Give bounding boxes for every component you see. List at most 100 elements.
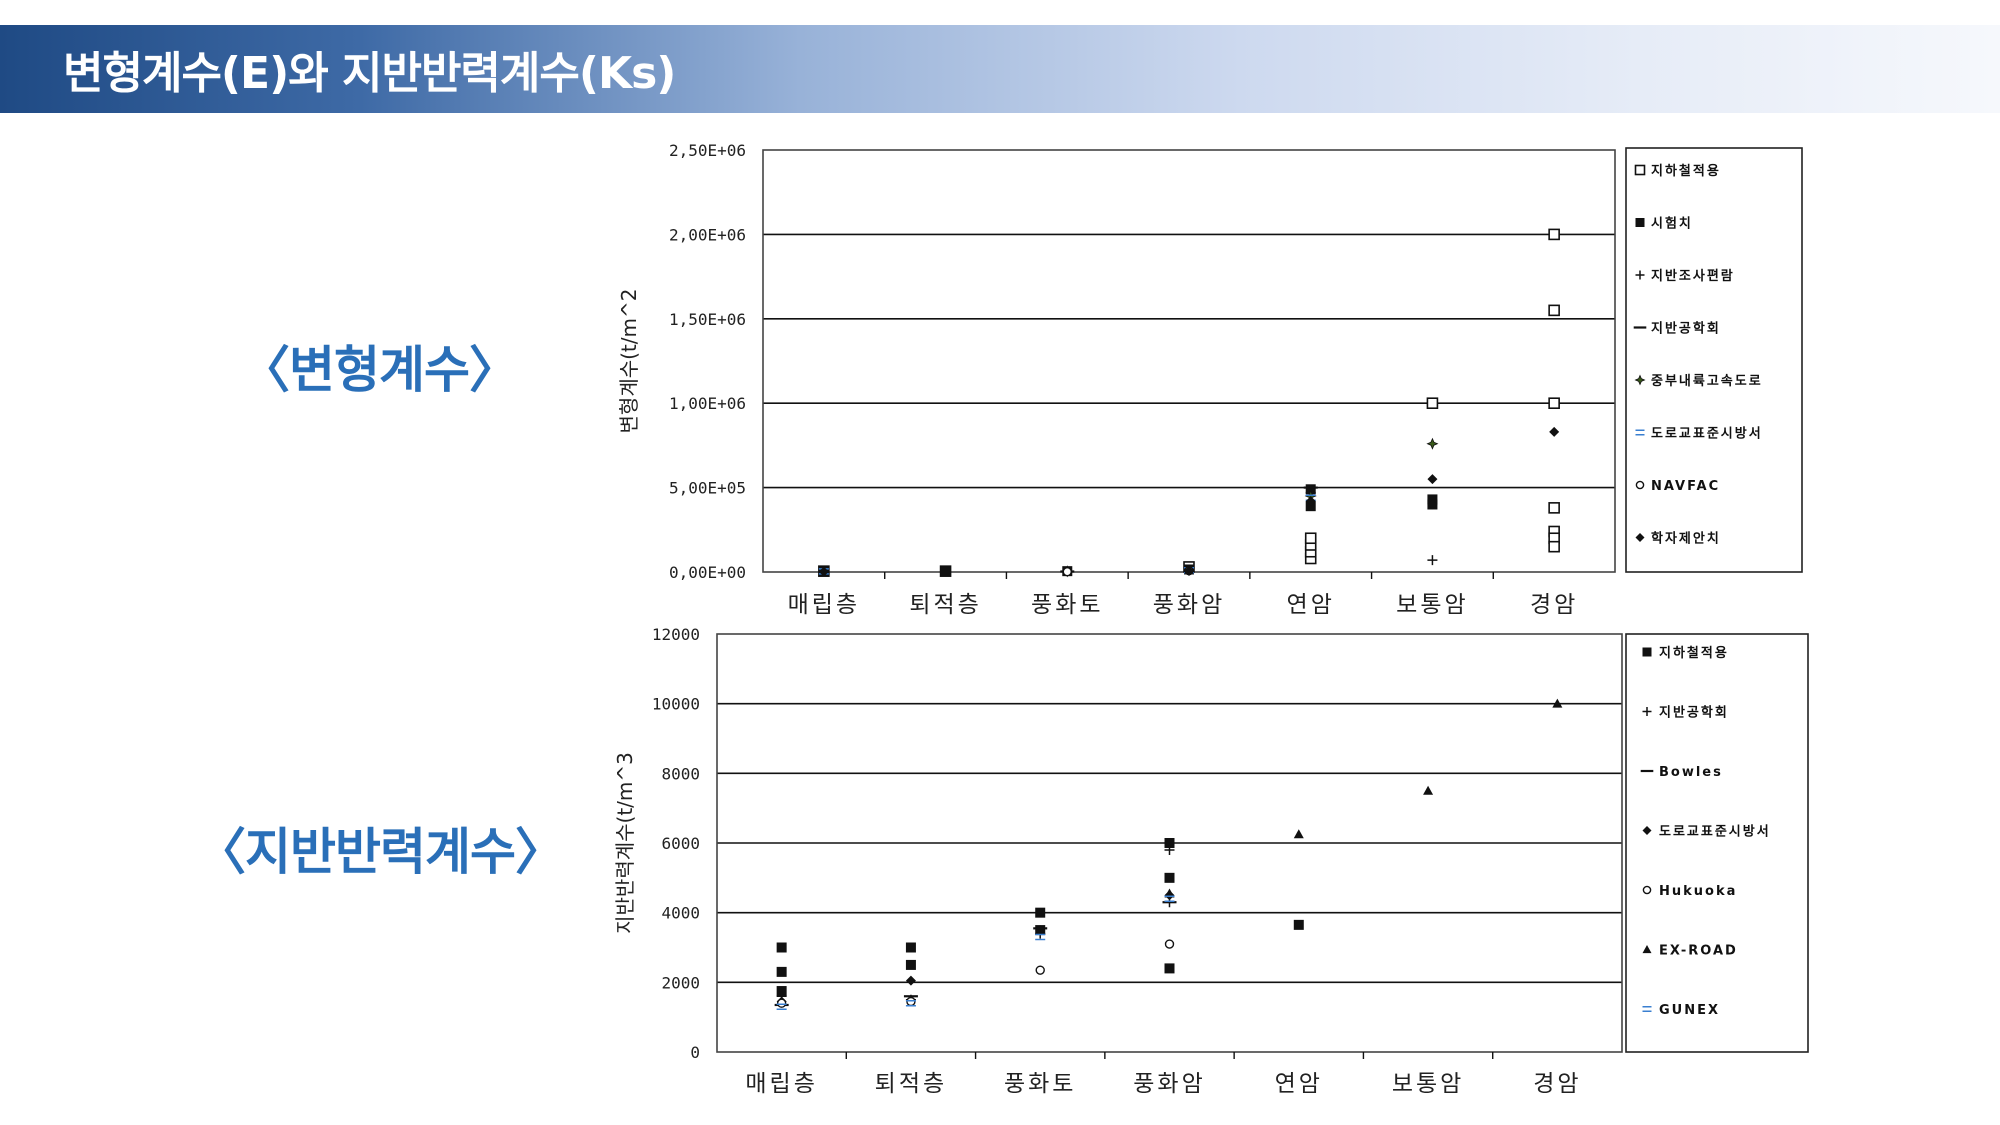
chart1-label: 〈변형계수〉 (240, 341, 519, 399)
legend-marker (1634, 164, 1646, 176)
x-category-label: 경암 (1530, 592, 1578, 618)
legend-marker (1642, 647, 1652, 657)
legend-entry: 시험치 (1651, 216, 1693, 232)
data-point (1427, 555, 1438, 566)
data-point (905, 999, 916, 1007)
data-point (905, 975, 916, 986)
legend-entry: 지반조사편람 (1651, 268, 1735, 284)
data-point (1427, 499, 1438, 510)
data-point (1548, 397, 1560, 410)
data-point (1164, 838, 1175, 848)
y-axis-label: 지반반력계수(t/m^3 (613, 752, 637, 934)
legend-marker (1634, 374, 1646, 386)
data-point (776, 966, 787, 977)
data-point (1062, 566, 1072, 577)
x-category-label: 연암 (1287, 592, 1335, 618)
legend-entry: 지하철적용 (1651, 163, 1721, 179)
y-tick-label: 1,50E+06 (669, 310, 746, 329)
y-tick-label: 0 (690, 1043, 700, 1062)
chart2-label: 〈지반반력계수〉 (196, 823, 565, 881)
data-point (1035, 907, 1046, 918)
x-category-label: 보통암 (1392, 1071, 1464, 1097)
data-point (1427, 474, 1438, 485)
legend-entry: Bowles (1659, 765, 1723, 780)
y-tick-label: 8000 (661, 764, 700, 783)
legend-marker (1635, 533, 1645, 542)
data-point (1423, 785, 1434, 795)
legend-entry: 지하철적용 (1659, 645, 1729, 661)
legend-entry: 도로교표준시방서 (1659, 824, 1771, 840)
data-point (1164, 888, 1175, 898)
x-category-label: 경암 (1533, 1071, 1581, 1097)
chart-1: 0,00E+00 5,00E+05 1,00E+06 1,50E+06 2,00E+06… (617, 141, 1803, 618)
data-point (1164, 939, 1175, 949)
data-point (1305, 501, 1316, 512)
data-point (776, 942, 787, 953)
legend-box (1625, 147, 1803, 573)
legend-marker (1642, 826, 1652, 835)
y-axis-label: 변형계수(t/m^2 (617, 289, 641, 434)
data-point (1549, 426, 1560, 437)
legend-entry: 학자제안치 (1651, 531, 1721, 547)
x-category-label: 연암 (1275, 1071, 1323, 1097)
y-tick-label: 6000 (661, 834, 700, 853)
data-point (1426, 437, 1439, 450)
page-title: 변형계수(E)와 지반반력계수(Ks) (63, 48, 676, 99)
y-tick-label: 5,00E+05 (669, 479, 746, 498)
data-point (1427, 494, 1438, 505)
x-category-label: 퇴적층 (875, 1071, 947, 1097)
y-tick-label: 10000 (652, 695, 700, 714)
y-tick-label: 2000 (661, 973, 700, 992)
legend-marker (1642, 945, 1652, 954)
data-point (1426, 397, 1439, 410)
data-point (1548, 304, 1560, 317)
header-banner: 변형계수(E)와 지반반력계수(Ks) (0, 25, 2000, 113)
chart-2: 0 2000 4000 6000 8000 10000 12000 매립층 퇴적층 풍화토 풍화암 연… (613, 625, 1809, 1097)
x-category-label: 풍화토 (1031, 592, 1103, 618)
legend-box (1625, 633, 1809, 1053)
data-point (1548, 502, 1560, 514)
data-point (1035, 925, 1046, 936)
legend-entry: NAVFAC (1651, 479, 1720, 494)
x-category-label: 풍화암 (1153, 592, 1225, 618)
x-category-label: 매립층 (788, 592, 860, 618)
data-point (1164, 895, 1175, 902)
x-category-label: 풍화토 (1004, 1071, 1076, 1097)
data-point (905, 942, 916, 953)
x-category-label: 풍화암 (1133, 1071, 1205, 1097)
legend-marker (1635, 270, 1645, 280)
data-point (1164, 872, 1175, 883)
legend-entry: 도로교표준시방서 (1651, 426, 1763, 442)
data-point (1548, 228, 1560, 241)
data-point (776, 986, 787, 997)
x-category-label: 보통암 (1396, 592, 1468, 618)
legend-marker (1635, 429, 1645, 436)
legend-marker (1635, 480, 1645, 490)
data-point (1548, 540, 1560, 553)
data-point (906, 996, 916, 1007)
data-point (1184, 565, 1194, 576)
data-point (1035, 965, 1045, 975)
plot-frame (762, 149, 1616, 573)
legend-marker (1642, 885, 1652, 895)
y-tick-label: 0,00E+00 (669, 563, 746, 582)
data-point (1552, 698, 1563, 708)
data-point (940, 566, 951, 577)
data-point (776, 1003, 787, 1010)
y-tick-label: 2,00E+06 (669, 225, 746, 244)
data-point (1164, 844, 1175, 855)
data-point (1164, 963, 1175, 974)
x-category-label: 매립층 (745, 1071, 817, 1097)
legend-marker (1642, 1006, 1652, 1012)
y-tick-label: 4000 (661, 904, 700, 923)
y-tick-label: 1,00E+06 (669, 394, 746, 413)
data-point (818, 566, 829, 577)
legend-entry: GUNEX (1659, 1003, 1720, 1018)
legend-entry: 지반공학회 (1659, 705, 1729, 721)
data-point (776, 998, 787, 1008)
data-point (1305, 496, 1316, 507)
plot-frame (716, 633, 1623, 1053)
data-point (905, 959, 916, 970)
legend-entry: 중부내륙고속도로 (1651, 373, 1763, 389)
